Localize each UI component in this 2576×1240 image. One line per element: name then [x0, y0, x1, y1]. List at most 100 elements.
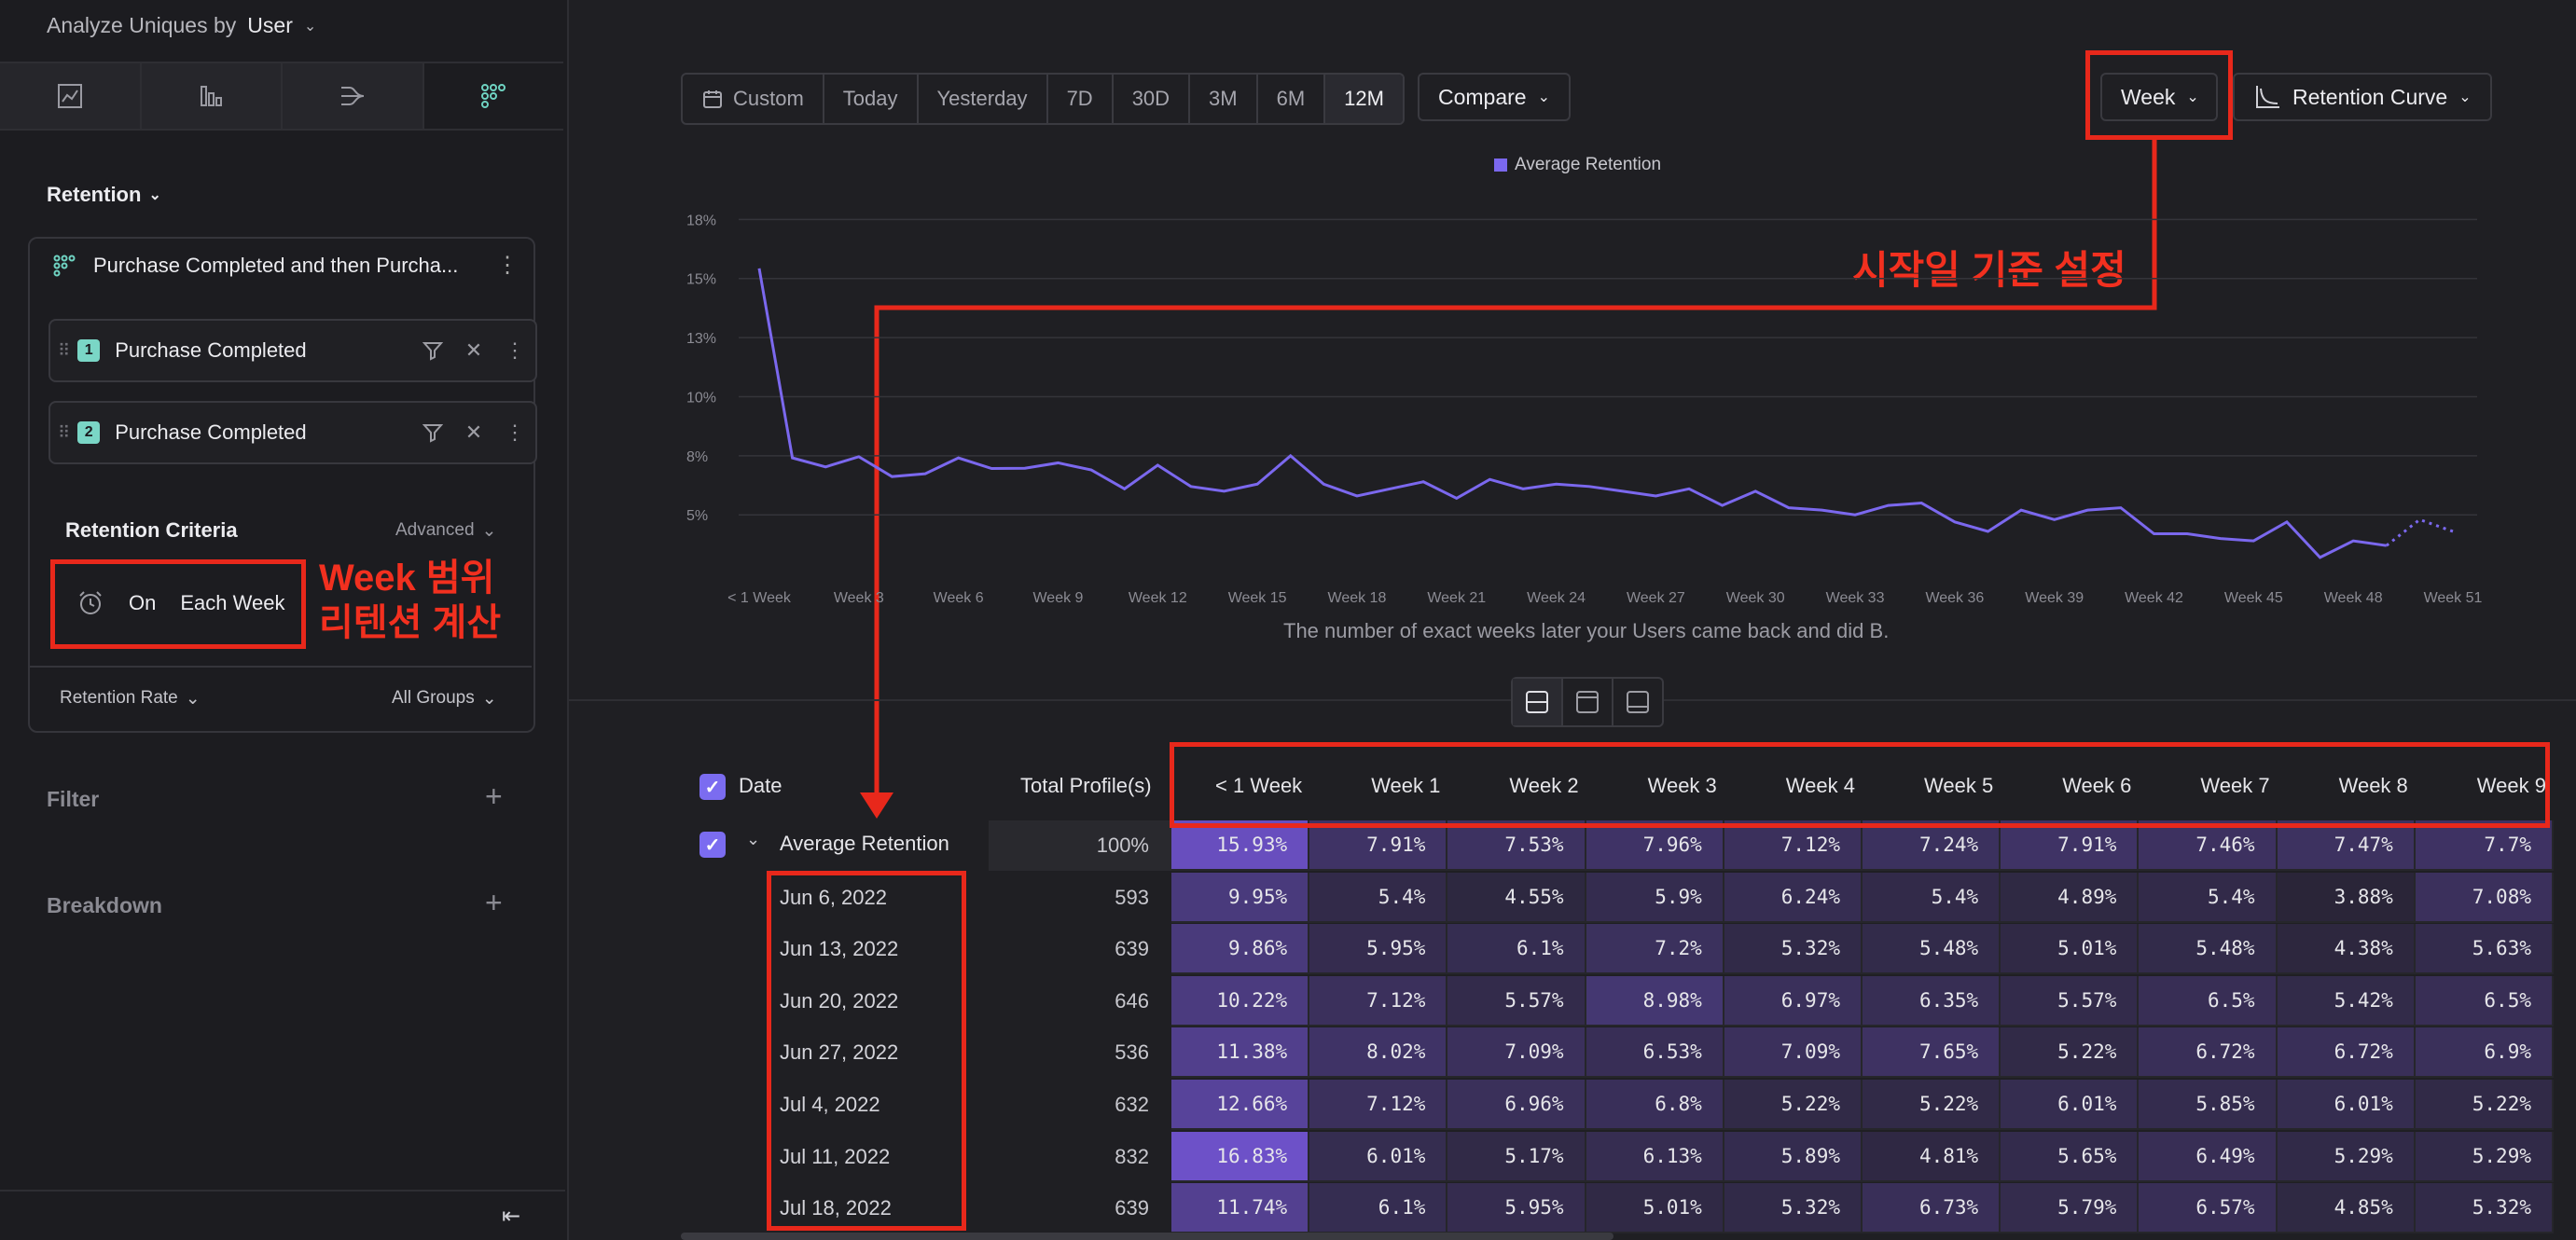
retention-cell[interactable]: 7.96%	[1586, 820, 1724, 871]
column-header[interactable]: Week 2	[1509, 774, 1579, 797]
chevron-down-icon[interactable]: ⌄	[746, 830, 761, 848]
retention-cell[interactable]: 5.57%	[1447, 975, 1586, 1026]
retention-cell[interactable]: 7.7%	[2415, 820, 2554, 871]
retention-cell[interactable]: 5.29%	[2277, 1131, 2416, 1182]
retention-cell[interactable]: 7.12%	[1309, 975, 1448, 1026]
retention-cell[interactable]: 6.96%	[1447, 1080, 1586, 1130]
date-range-30d[interactable]: 30D	[1114, 75, 1191, 123]
retention-cell[interactable]: 5.79%	[2001, 1183, 2140, 1234]
retention-title[interactable]: Retention ⌄	[47, 183, 161, 207]
series-line-average-retention[interactable]	[757, 268, 2387, 559]
retention-cell[interactable]: 16.83%	[1171, 1131, 1310, 1182]
column-header[interactable]: Week 7	[2200, 774, 2270, 797]
retention-cell[interactable]: 6.01%	[2277, 1080, 2416, 1130]
date-range-3m[interactable]: 3M	[1190, 75, 1258, 123]
retention-cell[interactable]: 6.8%	[1586, 1080, 1724, 1130]
retention-cell[interactable]: 6.9%	[2415, 1027, 2554, 1079]
retention-cell[interactable]: 5.48%	[1863, 924, 2001, 975]
retention-cell[interactable]: 5.22%	[1724, 1080, 1863, 1130]
retention-cell[interactable]: 6.24%	[1724, 872, 1863, 923]
retention-cell[interactable]: 5.48%	[2139, 924, 2278, 975]
retention-cell[interactable]: 4.55%	[1447, 872, 1586, 923]
retention-cell[interactable]: 6.49%	[2139, 1131, 2278, 1182]
date-range-7d[interactable]: 7D	[1048, 75, 1114, 123]
filter-icon[interactable]	[412, 340, 453, 361]
compare-button[interactable]: Compare ⌄	[1418, 73, 1572, 121]
retention-cell[interactable]: 6.57%	[2139, 1183, 2278, 1234]
retention-cell[interactable]: 7.91%	[2001, 820, 2140, 871]
retention-cell[interactable]: 5.63%	[2415, 924, 2554, 975]
retention-cell[interactable]: 11.38%	[1171, 1027, 1310, 1079]
funnel-header[interactable]: Purchase Completed and then Purcha... ⋮	[52, 252, 519, 279]
retention-cell[interactable]: 5.22%	[1863, 1080, 2001, 1130]
layout-split-button[interactable]	[1513, 679, 1563, 725]
retention-cell[interactable]: 6.5%	[2415, 975, 2554, 1026]
retention-cell[interactable]: 5.65%	[2001, 1131, 2140, 1182]
more-vertical-icon[interactable]: ⋮	[505, 420, 525, 444]
retention-cell[interactable]: 5.95%	[1447, 1183, 1586, 1234]
retention-cell[interactable]: 5.4%	[1863, 872, 2001, 923]
average-row-checkbox[interactable]: ✓	[699, 832, 726, 858]
retention-cell[interactable]: 5.17%	[1447, 1131, 1586, 1182]
retention-cell[interactable]: 4.81%	[1863, 1131, 2001, 1182]
retention-cell[interactable]: 5.89%	[1724, 1131, 1863, 1182]
retention-cell[interactable]: 3.88%	[2277, 872, 2416, 923]
date-column-header[interactable]: Date	[739, 774, 782, 797]
metric-row-1[interactable]: ⠿ 1 Purchase Completed ✕ ⋮	[48, 319, 537, 382]
retention-cell[interactable]: 6.72%	[2139, 1027, 2278, 1079]
retention-cell[interactable]: 5.85%	[2139, 1080, 2278, 1130]
retention-cell[interactable]: 11.74%	[1171, 1183, 1310, 1234]
retention-cell[interactable]: 7.09%	[1447, 1027, 1586, 1079]
groups-dropdown[interactable]: All Groups ⌄	[392, 688, 497, 710]
date-range-custom[interactable]: Custom	[683, 75, 824, 123]
retention-cell[interactable]: 5.95%	[1309, 924, 1448, 975]
drag-handle-icon[interactable]: ⠿	[58, 340, 71, 360]
close-icon[interactable]: ✕	[464, 420, 483, 444]
retention-cell[interactable]: 5.9%	[1586, 872, 1724, 923]
retention-cell[interactable]: 9.86%	[1171, 924, 1310, 975]
more-vertical-icon[interactable]: ⋮	[505, 338, 525, 362]
retention-cell[interactable]: 8.02%	[1309, 1027, 1448, 1079]
retention-cell[interactable]: 5.42%	[2277, 975, 2416, 1026]
retention-cell[interactable]: 4.89%	[2001, 872, 2140, 923]
granularity-dropdown[interactable]: Week ⌄	[2100, 73, 2218, 121]
column-header[interactable]: Week 4	[1785, 774, 1855, 797]
add-breakdown-plus-icon[interactable]: +	[485, 886, 503, 919]
date-range-6m[interactable]: 6M	[1258, 75, 1326, 123]
column-header[interactable]: Week 5	[1924, 774, 1994, 797]
retention-cell[interactable]: 5.01%	[1586, 1183, 1724, 1234]
collapse-sidebar-icon[interactable]: ⇤	[502, 1204, 521, 1229]
tab-funnels[interactable]	[141, 63, 283, 129]
retention-cell[interactable]: 6.01%	[1309, 1131, 1448, 1182]
retention-cell[interactable]: 7.08%	[2415, 872, 2554, 923]
retention-cell[interactable]: 6.13%	[1586, 1131, 1724, 1182]
column-header[interactable]: < 1 Week	[1215, 774, 1303, 797]
retention-cell[interactable]: 6.73%	[1863, 1183, 2001, 1234]
retention-cell[interactable]: 7.2%	[1586, 924, 1724, 975]
close-icon[interactable]: ✕	[464, 338, 483, 362]
retention-cell[interactable]: 6.1%	[1447, 924, 1586, 975]
retention-cell[interactable]: 7.47%	[2277, 820, 2416, 871]
column-header[interactable]: Week 9	[2476, 774, 2546, 797]
drag-handle-icon[interactable]: ⠿	[58, 422, 71, 442]
filter-icon[interactable]	[412, 422, 453, 443]
column-header[interactable]: Week 8	[2338, 774, 2408, 797]
tab-insights[interactable]	[0, 63, 142, 129]
horizontal-scrollbar[interactable]	[681, 1233, 1613, 1240]
more-vertical-icon[interactable]: ⋮	[496, 253, 519, 278]
tab-retention[interactable]	[423, 63, 563, 129]
retention-cell[interactable]: 6.53%	[1586, 1027, 1724, 1079]
column-header[interactable]: Week 1	[1371, 774, 1441, 797]
retention-cell[interactable]: 5.32%	[1724, 1183, 1863, 1234]
retention-cell[interactable]: 9.95%	[1171, 872, 1310, 923]
retention-cell[interactable]: 5.32%	[2415, 1183, 2554, 1234]
retention-cell[interactable]: 4.38%	[2277, 924, 2416, 975]
layout-chart-button[interactable]	[1563, 679, 1613, 725]
date-range-12m[interactable]: 12M	[1325, 75, 1403, 123]
retention-cell[interactable]: 8.98%	[1586, 975, 1724, 1026]
retention-cell[interactable]: 5.22%	[2415, 1080, 2554, 1130]
retention-criteria-row[interactable]: On Each Week	[56, 565, 298, 641]
retention-cell[interactable]: 5.22%	[2001, 1027, 2140, 1079]
retention-cell[interactable]: 15.93%	[1171, 820, 1310, 871]
retention-cell[interactable]: 7.65%	[1863, 1027, 2001, 1079]
